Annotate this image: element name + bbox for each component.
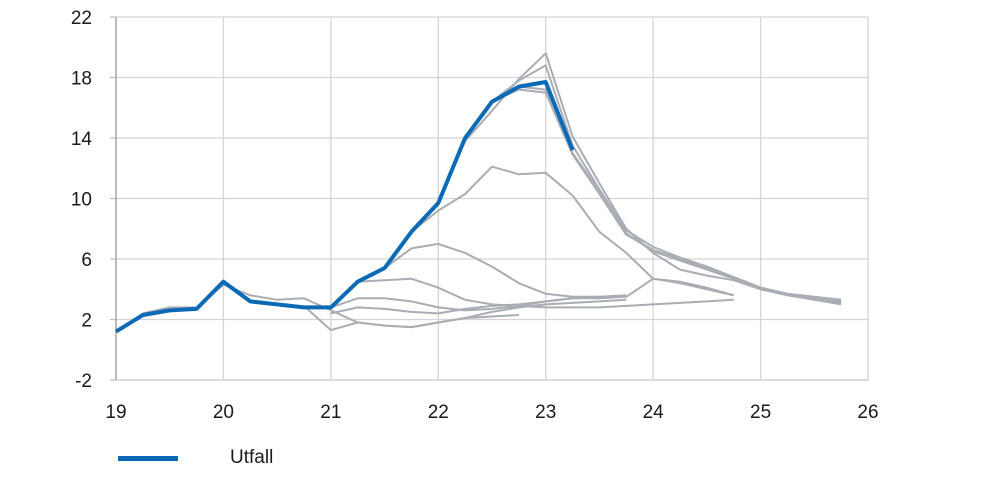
x-tick-label: 25: [750, 402, 771, 423]
series-forecast: [303, 298, 627, 332]
series-forecast: [491, 88, 842, 301]
y-tick-label: 6: [81, 250, 92, 271]
legend-swatch-utfall: [118, 455, 178, 461]
y-tick-label: 2: [81, 311, 92, 332]
x-tick-label: 20: [213, 402, 234, 423]
y-tick-label: -2: [75, 371, 92, 392]
y-tick-label: 10: [71, 190, 92, 211]
axes: [110, 16, 868, 381]
grid-lines: [116, 16, 869, 380]
x-tick-label: 24: [643, 402, 665, 423]
x-tick-label: 23: [535, 402, 556, 423]
series-forecast: [330, 295, 627, 315]
forecast-lines: [115, 52, 842, 333]
series-forecast: [384, 242, 734, 298]
x-tick-label: 22: [428, 402, 449, 423]
legend: Utfall: [118, 447, 273, 469]
x-tick-label: 19: [105, 402, 126, 423]
y-axis-labels: -2 2 6 10 14 18 22: [71, 8, 93, 392]
y-tick-label: 18: [71, 69, 92, 90]
y-tick-label: 22: [71, 8, 92, 29]
x-tick-label: 26: [857, 402, 878, 423]
series-forecast: [518, 85, 842, 304]
series-utfall: [114, 80, 575, 334]
series-forecast: [357, 277, 734, 309]
actual-line: [114, 80, 575, 334]
x-tick-label: 21: [320, 402, 341, 423]
y-tick-label: 14: [71, 129, 93, 150]
x-axis-labels: 19 20 21 22 23 24 25 26: [105, 402, 878, 423]
series-forecast: [410, 165, 734, 297]
legend-label-utfall: Utfall: [230, 447, 274, 468]
